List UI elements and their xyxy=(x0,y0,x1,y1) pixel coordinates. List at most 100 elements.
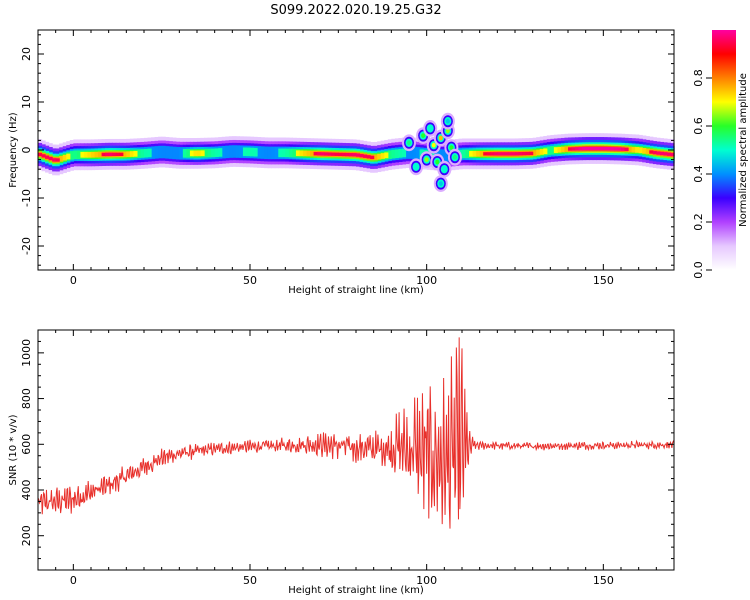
spectrogram-blob xyxy=(438,181,443,187)
spectrogram-blob xyxy=(452,154,457,160)
spectrogram-cell xyxy=(317,152,322,156)
colorbar-tick-label: 0.6 xyxy=(692,117,705,135)
spectrogram-cell xyxy=(387,150,392,159)
spectrogram-cell xyxy=(617,147,622,151)
spectrogram-cell xyxy=(536,149,541,156)
spectrogram-blob xyxy=(407,140,411,146)
spectrogram-cell xyxy=(356,153,361,157)
spectrogram-cell xyxy=(599,146,604,151)
spectrogram-cell xyxy=(663,152,668,156)
spectrogram-cell xyxy=(525,151,530,156)
spectrogram-cell xyxy=(394,149,399,159)
spectrogram-cell xyxy=(500,152,505,156)
y-tick-label: 600 xyxy=(20,434,33,455)
spectrogram-cell xyxy=(479,150,484,157)
spectrogram-cell xyxy=(504,152,509,156)
spectrogram-cell xyxy=(331,152,336,156)
spectrogram-cell xyxy=(242,147,248,157)
y-tick-label: 20 xyxy=(20,47,33,61)
spectrogram-cell xyxy=(186,149,191,158)
spectrogram-cell xyxy=(62,154,67,161)
y-tick-label: 1000 xyxy=(20,339,33,367)
spectrogram-blob xyxy=(438,135,443,141)
spectrogram-cell xyxy=(472,150,477,157)
spectrogram-blob xyxy=(428,125,433,131)
spectrogram-cell xyxy=(543,148,548,155)
spectrogram-cell xyxy=(575,147,580,151)
spectrogram-cell xyxy=(274,146,279,160)
spectrogram-cell xyxy=(564,146,569,153)
spectrogram-cell xyxy=(652,150,657,155)
spectrogram-cell xyxy=(235,145,240,158)
x-tick-label: 100 xyxy=(416,574,437,587)
spectrogram-cell xyxy=(73,150,78,160)
spectrogram-cell xyxy=(108,152,113,156)
spectrogram-cell xyxy=(613,147,619,151)
spectrogram-cell xyxy=(659,151,664,156)
spectrogram-cell xyxy=(182,149,187,158)
snr-ticks: 0 50 100 150 200 400 600 800 1000 xyxy=(20,329,675,587)
spectrogram-cell xyxy=(409,146,414,159)
spectrogram-cell xyxy=(635,147,640,153)
spectrogram-cell xyxy=(136,149,142,158)
spectrogram-cell xyxy=(214,148,219,158)
y-tick-label: 200 xyxy=(20,525,33,546)
spectrogram-cell xyxy=(168,146,173,159)
spectrogram-cell xyxy=(151,146,156,159)
spectrogram-cell xyxy=(341,152,346,157)
spectrogram-cell xyxy=(589,146,594,151)
spectrogram-cell xyxy=(285,148,290,158)
y-tick-label: 400 xyxy=(20,480,33,501)
spectrogram-cell xyxy=(144,148,149,158)
spectrogram-panel: 0 50 100 150 -20 -10 0 10 20 Height of straight … xyxy=(8,29,675,296)
spectrogram-cell xyxy=(490,152,495,156)
spectrogram-cell xyxy=(476,150,481,157)
spectrogram-cell xyxy=(348,152,354,157)
spectrogram-cell xyxy=(115,152,120,156)
spectrogram-cell xyxy=(228,145,233,158)
colorbar-tick-label: 0.0 xyxy=(692,261,705,279)
spectrogram-cell xyxy=(486,152,491,156)
spectrogram-cell xyxy=(264,146,269,160)
spectrogram-cell xyxy=(582,146,587,151)
spectrogram-cell xyxy=(133,150,138,157)
spectrogram-cell xyxy=(239,145,244,158)
spectrogram-blob xyxy=(435,159,440,165)
spectrogram-cell xyxy=(483,152,488,156)
spectrogram-cell xyxy=(200,150,205,157)
spectrogram-cell xyxy=(366,155,371,159)
spectrogram-cell xyxy=(532,150,537,156)
snr-x-axis-label: Height of straight line (km) xyxy=(288,585,424,596)
spectrogram-blob xyxy=(431,142,436,148)
spectrogram-cell xyxy=(380,153,385,159)
spectrogram-cell xyxy=(105,152,110,157)
spectrogram-cell xyxy=(260,146,265,159)
spectrogram-cell xyxy=(412,146,417,160)
spectrogram-cell xyxy=(87,151,92,158)
spectrogram-cell xyxy=(377,153,382,160)
spectrogram-x-axis-label: Height of straight line (km) xyxy=(288,285,424,296)
spectrogram-cell xyxy=(257,146,262,159)
spectrogram-ticks: 0 50 100 150 -20 -10 0 10 20 xyxy=(20,30,675,287)
spectrogram-cell xyxy=(649,150,654,154)
spectrogram-cell xyxy=(628,146,633,153)
x-tick-label: 100 xyxy=(416,274,437,287)
spectrogram-cell xyxy=(193,150,198,157)
spectrogram-cell xyxy=(511,152,516,156)
snr-line xyxy=(37,337,675,529)
spectrogram-cell xyxy=(568,147,573,151)
spectrogram-cell xyxy=(345,152,350,157)
spectrogram-cell xyxy=(129,151,134,157)
spectrogram-cell xyxy=(313,152,318,156)
spectrogram-cell xyxy=(112,152,117,156)
colorbar-label: Normalized spectral amplitude xyxy=(738,73,749,227)
spectrogram-cell xyxy=(161,145,166,159)
x-tick-label: 50 xyxy=(243,274,257,287)
x-tick-label: 150 xyxy=(593,574,614,587)
spectrogram-cell xyxy=(610,147,615,151)
spectrogram-cell xyxy=(94,151,99,158)
spectrogram-cell xyxy=(557,146,562,153)
spectrogram-cell xyxy=(211,148,216,158)
spectrogram-blob xyxy=(414,164,419,170)
